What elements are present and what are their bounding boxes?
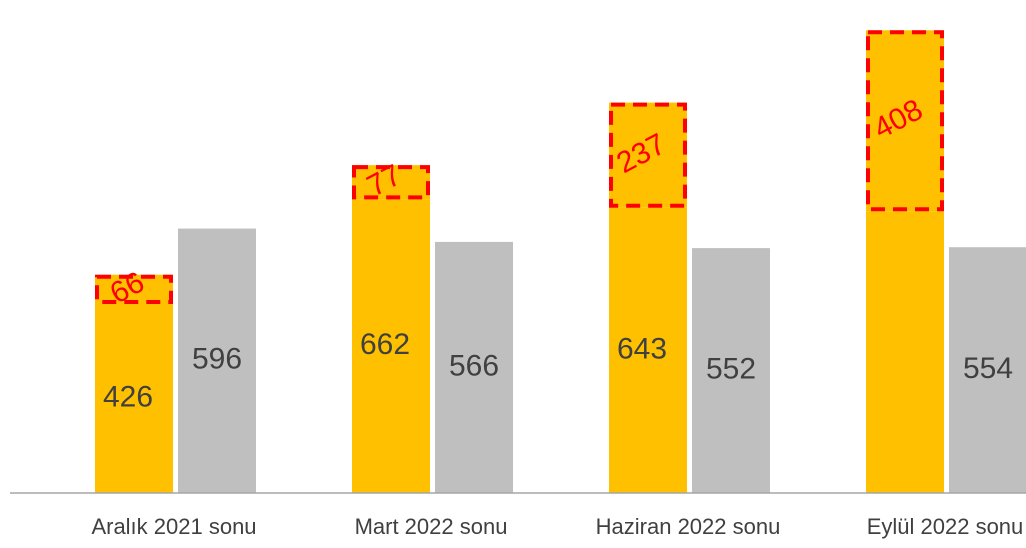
bar — [692, 248, 770, 493]
bar — [435, 241, 513, 493]
data-label: 554 — [963, 352, 1013, 385]
x-tick-label: Mart 2022 sonu — [355, 514, 508, 539]
x-tick-label: Eylül 2022 sonu — [867, 514, 1024, 539]
data-label: 643 — [617, 332, 667, 365]
highlight-box — [866, 30, 944, 212]
bar — [866, 211, 944, 494]
bar — [352, 199, 430, 493]
highlight-box — [609, 102, 687, 208]
bar — [949, 247, 1026, 493]
bar — [95, 274, 173, 305]
highlight-box — [95, 274, 173, 305]
data-label: 662 — [360, 328, 410, 361]
data-label: 552 — [706, 352, 756, 385]
highlight-box — [352, 165, 430, 200]
bar — [609, 207, 687, 493]
bar — [609, 102, 687, 208]
data-label: 566 — [449, 349, 499, 382]
bar — [95, 304, 173, 493]
bar — [178, 228, 256, 494]
x-tick-label: Aralık 2021 sonu — [91, 514, 256, 539]
data-label: 426 — [103, 380, 153, 413]
x-tick-label: Haziran 2022 sonu — [596, 514, 781, 539]
bar — [866, 30, 944, 212]
data-label: 596 — [192, 343, 242, 376]
bar — [352, 165, 430, 200]
